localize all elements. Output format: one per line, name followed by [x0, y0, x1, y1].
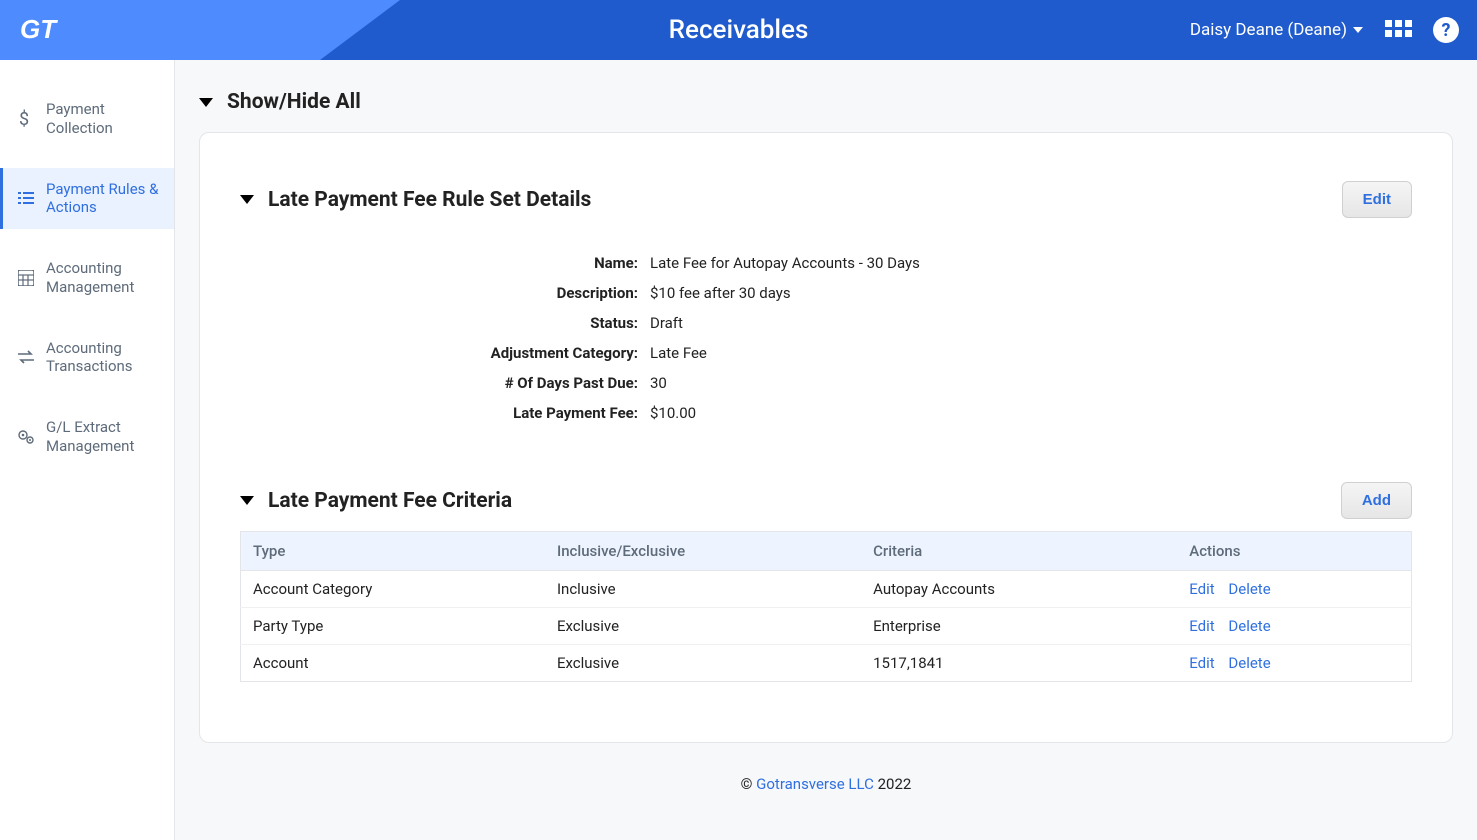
row-delete-link[interactable]: Delete	[1228, 654, 1270, 672]
edit-button[interactable]: Edit	[1342, 181, 1412, 218]
detail-value: 30	[650, 374, 1412, 392]
content-card: Late Payment Fee Rule Set Details Edit N…	[199, 132, 1453, 743]
sidebar-item-label: Payment Rules & Actions	[46, 180, 162, 218]
detail-key: Late Payment Fee:	[340, 404, 650, 422]
criteria-section-header: Late Payment Fee Criteria Add	[240, 482, 1412, 519]
footer-link[interactable]: Gotransverse LLC	[756, 775, 874, 793]
cell-actions: Edit Delete	[1177, 571, 1411, 608]
detail-row: Adjustment Category: Late Fee	[340, 344, 1412, 362]
svg-text:GT: GT	[20, 16, 58, 44]
detail-key: Adjustment Category:	[340, 344, 650, 362]
detail-row: Status: Draft	[340, 314, 1412, 332]
table-row: Party Type Exclusive Enterprise Edit Del…	[241, 608, 1412, 645]
footer: © Gotransverse LLC 2022	[199, 761, 1453, 813]
sidebar: $ Payment Collection Payment Rules & Act…	[0, 60, 175, 840]
cell-ie: Inclusive	[545, 571, 861, 608]
cell-actions: Edit Delete	[1177, 645, 1411, 682]
row-edit-link[interactable]: Edit	[1189, 580, 1214, 598]
row-edit-link[interactable]: Edit	[1189, 617, 1214, 635]
chevron-down-icon	[1353, 27, 1363, 33]
table-row: Account Exclusive 1517,1841 Edit Delete	[241, 645, 1412, 682]
row-delete-link[interactable]: Delete	[1228, 617, 1270, 635]
sidebar-item-payment-collection[interactable]: $ Payment Collection	[0, 88, 174, 150]
sidebar-item-label: Accounting Management	[46, 259, 162, 297]
transfer-icon	[16, 350, 36, 364]
sidebar-item-gl-extract[interactable]: G/L Extract Management	[0, 406, 174, 468]
user-label: Daisy Deane (Deane)	[1190, 20, 1347, 40]
col-ie: Inclusive/Exclusive	[545, 532, 861, 571]
detail-key: # Of Days Past Due:	[340, 374, 650, 392]
cell-type: Account Category	[241, 571, 545, 608]
detail-row: Name: Late Fee for Autopay Accounts - 30…	[340, 254, 1412, 272]
details-section-title: Late Payment Fee Rule Set Details	[268, 188, 591, 212]
col-type: Type	[241, 532, 545, 571]
main-content: Show/Hide All Late Payment Fee Rule Set …	[175, 60, 1477, 840]
detail-value: Draft	[650, 314, 1412, 332]
showhide-toggle[interactable]: Show/Hide All	[199, 90, 1453, 114]
sidebar-item-label: Accounting Transactions	[46, 339, 162, 377]
header-right: Daisy Deane (Deane) ?	[1190, 17, 1459, 43]
svg-text:$: $	[19, 109, 29, 129]
sidebar-item-accounting-management[interactable]: Accounting Management	[0, 247, 174, 309]
detail-row: Description: $10 fee after 30 days	[340, 284, 1412, 302]
cell-type: Party Type	[241, 608, 545, 645]
col-criteria: Criteria	[861, 532, 1177, 571]
sidebar-item-accounting-transactions[interactable]: Accounting Transactions	[0, 327, 174, 389]
detail-value: $10.00	[650, 404, 1412, 422]
apps-icon[interactable]	[1385, 20, 1411, 40]
showhide-label: Show/Hide All	[227, 90, 361, 114]
list-icon	[16, 191, 36, 205]
user-menu[interactable]: Daisy Deane (Deane)	[1190, 20, 1363, 40]
logo[interactable]: GT	[0, 0, 175, 60]
table-row: Account Category Inclusive Autopay Accou…	[241, 571, 1412, 608]
detail-value: $10 fee after 30 days	[650, 284, 1412, 302]
details-list: Name: Late Fee for Autopay Accounts - 30…	[340, 254, 1412, 422]
detail-row: # Of Days Past Due: 30	[340, 374, 1412, 392]
sidebar-item-label: Payment Collection	[46, 100, 162, 138]
app-header: GT Receivables Daisy Deane (Deane) ?	[0, 0, 1477, 60]
cell-type: Account	[241, 645, 545, 682]
chevron-down-icon[interactable]	[240, 195, 254, 204]
col-actions: Actions	[1177, 532, 1411, 571]
sidebar-item-label: G/L Extract Management	[46, 418, 162, 456]
detail-key: Description:	[340, 284, 650, 302]
cell-criteria: 1517,1841	[861, 645, 1177, 682]
gears-icon	[16, 429, 36, 445]
criteria-table: Type Inclusive/Exclusive Criteria Action…	[240, 531, 1412, 682]
cell-criteria: Enterprise	[861, 608, 1177, 645]
row-delete-link[interactable]: Delete	[1228, 580, 1270, 598]
dollar-icon: $	[16, 109, 36, 129]
sidebar-item-payment-rules[interactable]: Payment Rules & Actions	[0, 168, 174, 230]
detail-value: Late Fee	[650, 344, 1412, 362]
detail-value: Late Fee for Autopay Accounts - 30 Days	[650, 254, 1412, 272]
detail-key: Status:	[340, 314, 650, 332]
help-icon[interactable]: ?	[1433, 17, 1459, 43]
cell-actions: Edit Delete	[1177, 608, 1411, 645]
logo-icon: GT	[20, 16, 68, 44]
footer-prefix: ©	[741, 775, 757, 793]
chevron-down-icon	[199, 98, 213, 107]
calculator-icon	[16, 270, 36, 286]
row-edit-link[interactable]: Edit	[1189, 654, 1214, 672]
add-button[interactable]: Add	[1341, 482, 1412, 519]
cell-ie: Exclusive	[545, 645, 861, 682]
table-header-row: Type Inclusive/Exclusive Criteria Action…	[241, 532, 1412, 571]
criteria-section-title: Late Payment Fee Criteria	[268, 489, 512, 513]
cell-ie: Exclusive	[545, 608, 861, 645]
cell-criteria: Autopay Accounts	[861, 571, 1177, 608]
footer-suffix: 2022	[874, 775, 911, 793]
detail-key: Name:	[340, 254, 650, 272]
chevron-down-icon[interactable]	[240, 496, 254, 505]
detail-row: Late Payment Fee: $10.00	[340, 404, 1412, 422]
details-section-header: Late Payment Fee Rule Set Details Edit	[240, 181, 1412, 218]
